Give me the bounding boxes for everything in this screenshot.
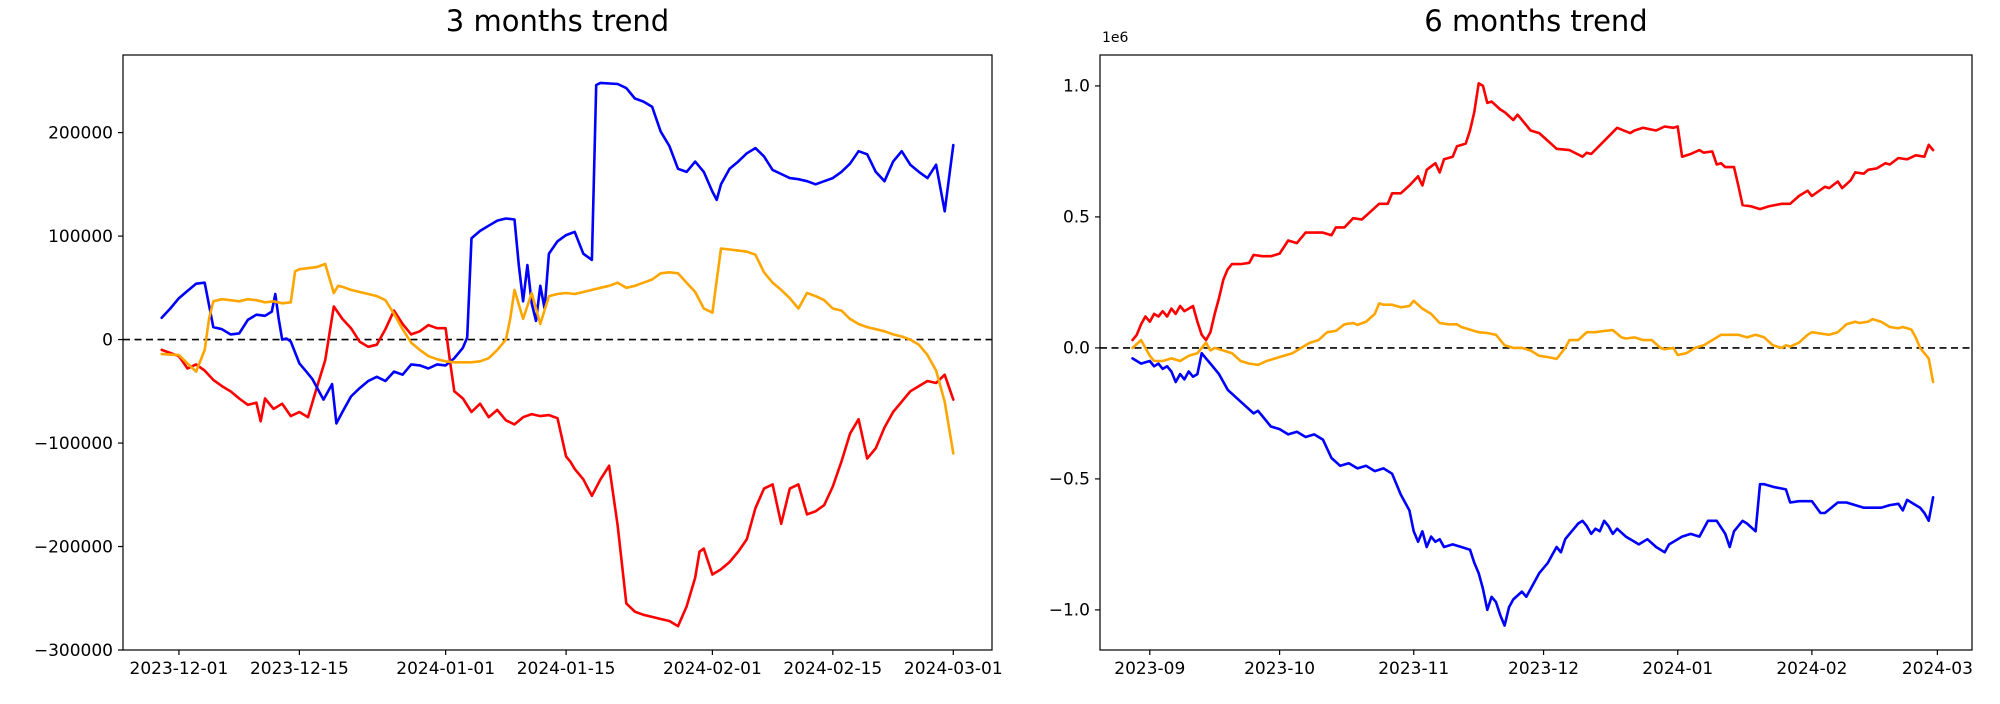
x-tick-label: 2023-12 [1508,659,1579,679]
y-tick-label: −100000 [34,434,113,454]
y-tick-label: 0.0 [1063,339,1090,359]
x-tick-label: 2024-02 [1776,659,1847,679]
x-tick-label: 2024-02-01 [663,659,762,679]
chart-3-months: 2023-12-01 2023-12-15 2024-01-01 2024-01-15… [34,54,1003,679]
x-tick-label: 2024-01-01 [396,659,495,679]
series-line-red [160,305,955,628]
series-line-orange [160,247,955,455]
series-line-blue [1131,351,1935,627]
x-tick-label: 2024-01 [1642,659,1713,679]
y-tick-label: −1.0 [1049,601,1090,621]
chart2-title: 6 months trend [1424,4,1648,38]
y-tick-label: −200000 [34,537,113,557]
y-axis-offset-label: 1e6 [1102,30,1129,46]
x-tick-label: 2023-10 [1244,659,1315,679]
y-tick-label: 0.5 [1063,208,1090,228]
y-tick-label: 0 [102,330,113,350]
chart-6-months: 2023-09 2023-10 2023-11 2023-12 2024-01 2024-… [1049,54,1973,679]
series-line-blue [160,81,955,425]
y-tick-label: −0.5 [1049,470,1090,490]
x-tick-label: 2023-12-01 [130,659,229,679]
y-tick-label: −300000 [34,641,113,661]
x-tick-label: 2024-03-01 [904,659,1003,679]
y-tick-label: 1.0 [1063,77,1090,97]
plot-frame [1099,54,1973,651]
x-tick-label: 2024-01-15 [517,659,616,679]
x-tick-label: 2024-02-15 [783,659,882,679]
x-tick-label: 2024-03 [1902,659,1973,679]
series-line-red [1131,82,1935,342]
x-tick-label: 2023-11 [1378,659,1449,679]
y-tick-label: 200000 [48,123,113,143]
plot-frame [122,54,993,651]
series-line-orange [1131,299,1935,384]
y-tick-label: 100000 [48,227,113,247]
x-tick-label: 2023-12-15 [250,659,349,679]
x-tick-label: 2023-09 [1114,659,1185,679]
chart1-title: 3 months trend [445,4,670,38]
